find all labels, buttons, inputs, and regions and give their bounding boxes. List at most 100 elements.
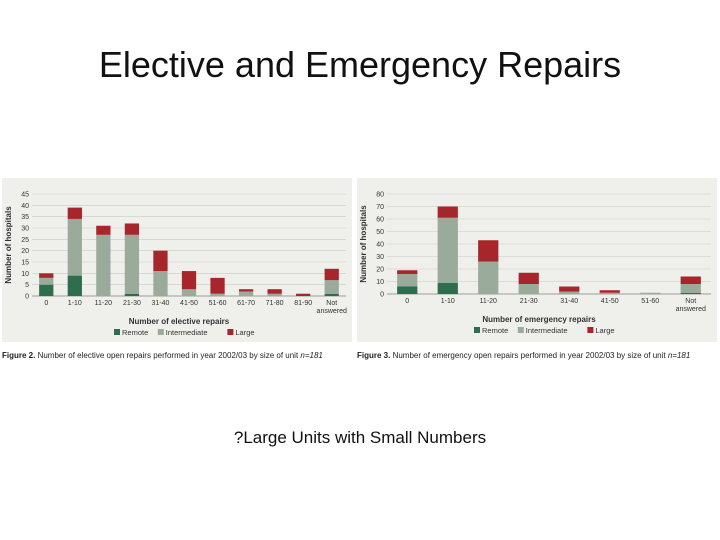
caption-figure-label: Figure 2. [2, 351, 36, 360]
bar-segment [397, 274, 418, 287]
bar-segment [518, 284, 539, 294]
bar-segment [437, 206, 458, 218]
y-tick-label: 50 [376, 229, 384, 236]
bar-segment [437, 282, 458, 294]
bar-segment [680, 284, 701, 293]
bar-segment [153, 250, 168, 272]
bar-segment [324, 293, 339, 296]
bar-segment [238, 289, 254, 292]
y-tick-label: 60 [376, 217, 384, 224]
elective-repairs-figure: 0 5 10 15 20 25 30 35 40 45 Number of hospitals 0 1-… [2, 178, 352, 368]
bar-segment [39, 277, 54, 285]
x-tick-label: 0 [44, 300, 48, 307]
x-tick-label: Not [685, 298, 696, 305]
y-axis-label: Number of hospitals [4, 206, 13, 284]
y-tick-label: 15 [21, 260, 29, 267]
bar-segment [67, 275, 82, 296]
emergency-chart-panel: 0 10 20 30 40 50 60 70 80 Number of hospitals 0 1-1… [357, 178, 717, 342]
caption-text: Number of elective open repairs performe… [37, 351, 299, 360]
x-tick-label: Not [326, 300, 337, 307]
x-tick-label: 21-30 [520, 298, 538, 305]
y-tick-label: 0 [25, 294, 29, 301]
x-tick-label: 11-20 [95, 300, 112, 307]
legend-label: Remote [482, 326, 508, 335]
bar-segment [559, 291, 580, 294]
y-tick-label: 80 [376, 192, 384, 199]
emergency-repairs-chart: 0 10 20 30 40 50 60 70 80 Number of hospitals 0 1-1… [359, 192, 711, 335]
caption-n: n=181 [300, 351, 323, 360]
bar-segment [39, 273, 54, 278]
bar-segment [39, 284, 54, 296]
y-tick-label: 40 [376, 242, 384, 249]
bar-segment [324, 268, 339, 281]
emergency-figure-caption: Figure 3. Number of emergency open repai… [357, 351, 690, 360]
bar-segment [238, 291, 254, 296]
bar-segment [267, 289, 282, 294]
bar-segment [640, 292, 661, 294]
bullet-point: ?Large Units with Small Numbers [233, 428, 487, 447]
x-tick-label: 51-60 [641, 298, 659, 305]
bar-segment [67, 218, 82, 276]
y-tick-label: 5 [25, 282, 29, 289]
legend-swatch [227, 329, 234, 335]
x-tick-label: 81-90 [294, 300, 312, 307]
emergency-repairs-figure: 0 10 20 30 40 50 60 70 80 Number of hospitals 0 1-1… [357, 178, 717, 368]
y-tick-label: 30 [376, 254, 384, 261]
x-tick-label: 61-70 [237, 300, 255, 307]
caption-n: n=181 [667, 351, 691, 360]
bar-segment [181, 271, 197, 290]
legend-swatch [157, 329, 164, 335]
bar-segment [96, 234, 111, 296]
legend-swatch [517, 327, 524, 333]
x-tick-label: answered [676, 306, 706, 313]
legend-label: Remote [122, 328, 148, 337]
bar-segment [67, 207, 82, 219]
elective-figure-caption: Figure 2. Number of elective open repair… [2, 351, 323, 360]
caption-text: Number of emergency open repairs perform… [392, 351, 666, 360]
bar-segment [599, 290, 620, 293]
legend-label: Intermediate [166, 328, 208, 337]
legend-swatch [114, 329, 120, 335]
y-tick-label: 45 [21, 192, 29, 199]
bar-segment [397, 286, 418, 294]
bar-segment [680, 276, 701, 284]
caption-figure-label: Figure 3. [357, 351, 391, 360]
y-axis-label: Number of hospitals [359, 205, 368, 283]
bar-segment [437, 217, 458, 283]
x-tick-label: 11-20 [480, 298, 497, 305]
legend-swatch [587, 327, 594, 333]
x-tick-label: 41-50 [180, 300, 198, 307]
y-tick-label: 0 [380, 292, 384, 299]
legend-label: Intermediate [526, 326, 568, 335]
x-tick-label: 0 [405, 298, 409, 305]
bar-segment [599, 292, 620, 294]
bar-segment [397, 270, 418, 274]
y-tick-label: 20 [376, 267, 384, 274]
bar-segment [210, 293, 225, 296]
x-tick-label: 41-50 [601, 298, 619, 305]
bar-segment [96, 225, 111, 235]
bar-segment [518, 272, 539, 284]
bar-segment [680, 292, 701, 294]
x-tick-label: answered [317, 308, 347, 315]
legend-swatch [474, 327, 480, 333]
bar-segment [267, 293, 282, 296]
legend-label: Large [235, 328, 254, 337]
y-tick-label: 10 [21, 271, 29, 278]
bar-segment [478, 261, 499, 294]
x-tick-label: 71-80 [266, 300, 284, 307]
x-tick-label: 31-40 [560, 298, 578, 305]
elective-chart-panel: 0 5 10 15 20 25 30 35 40 45 Number of hospitals 0 1-… [2, 178, 352, 342]
bar-segment [478, 240, 499, 262]
y-tick-label: 10 [376, 279, 384, 286]
x-tick-label: 51-60 [209, 300, 227, 307]
bar-segment [153, 271, 168, 296]
y-tick-label: 70 [376, 204, 384, 211]
x-tick-label: 1-10 [441, 298, 455, 305]
bar-segment [210, 277, 225, 294]
x-tick-label: 1-10 [68, 300, 82, 307]
bar-segment [296, 293, 311, 296]
y-tick-label: 20 [21, 248, 29, 255]
bar-segment [181, 289, 197, 296]
bar-segment [324, 280, 339, 294]
